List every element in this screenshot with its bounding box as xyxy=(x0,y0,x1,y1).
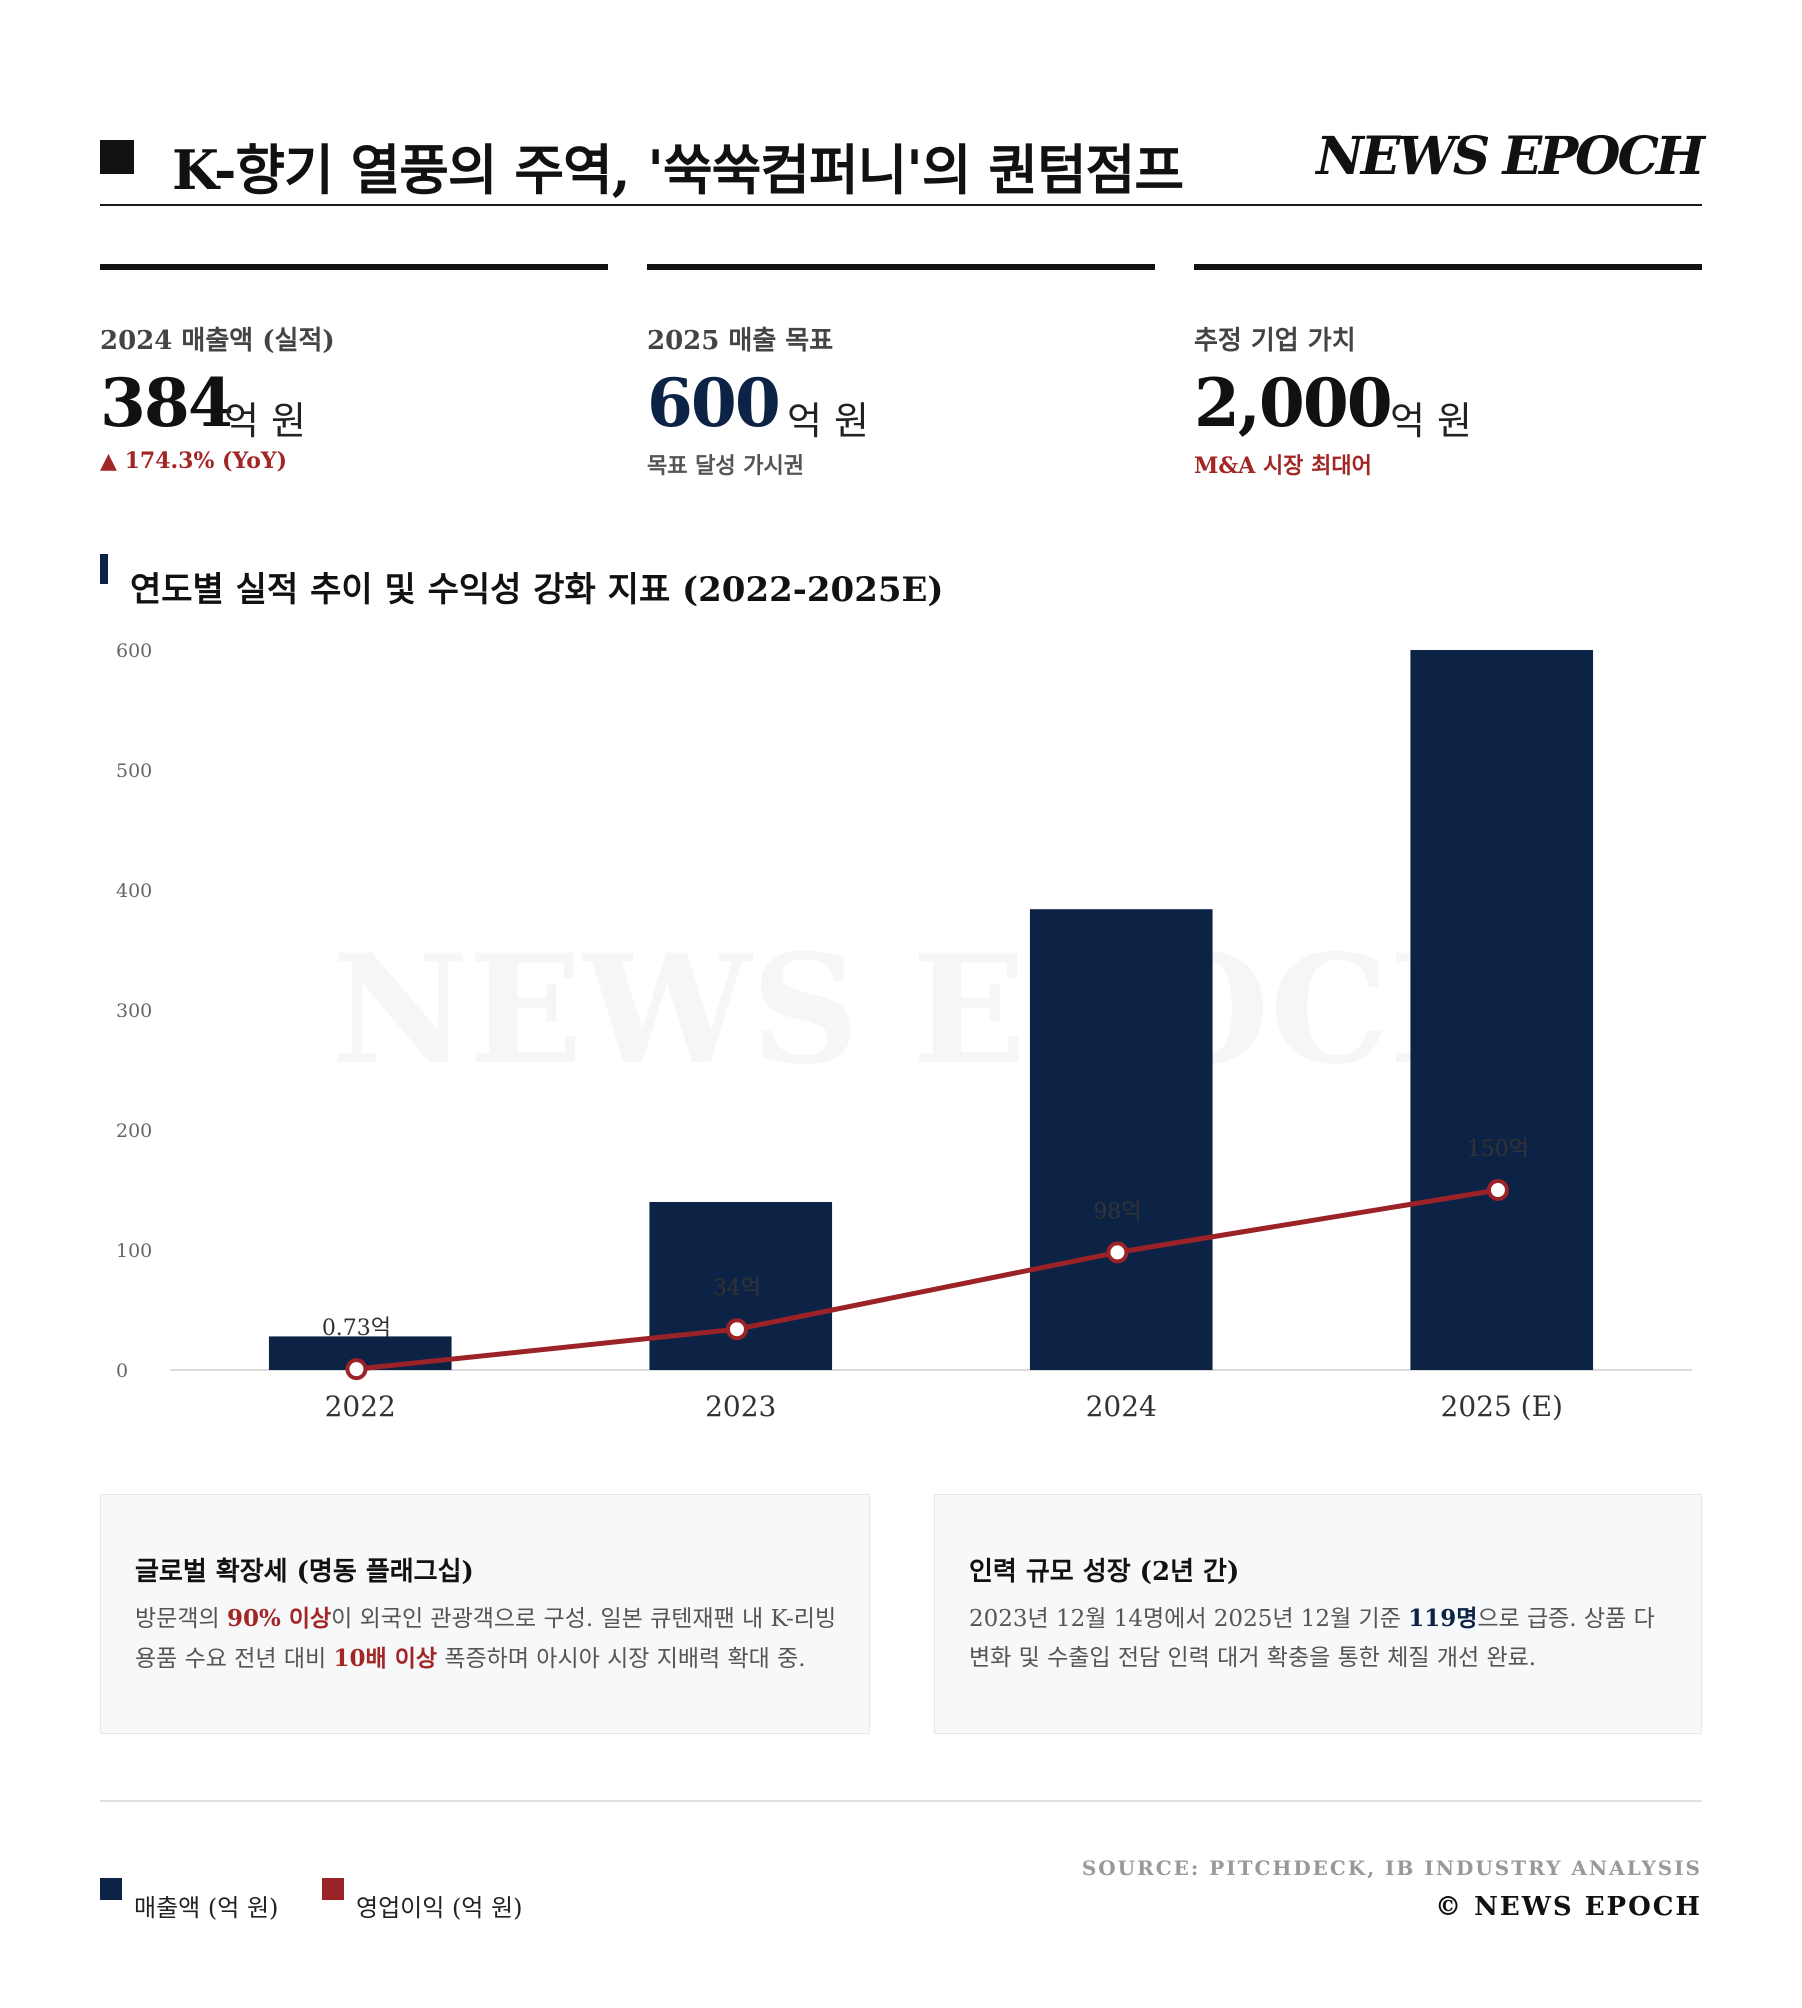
kpi-note: 목표 달성 가시권 xyxy=(647,453,804,479)
footer-divider xyxy=(100,1800,1702,1802)
y-tick-label: 300 xyxy=(116,1000,152,1022)
kpi-card-target-2025: 2025 매출 목표 600 억 원 목표 달성 가시권 xyxy=(647,264,1155,490)
info-box-global: 글로벌 확장세 (명동 플래그십) 방문객의 90% 이상이 외국인 관광객으로… xyxy=(100,1494,870,1734)
highlight-text: 90% 이상 xyxy=(226,1605,332,1632)
section-title: 연도별 실적 추이 및 수익성 강화 지표 (2022-2025E) xyxy=(130,570,944,610)
kpi-label: 추정 기업 가치 xyxy=(1194,326,1356,356)
x-tick-label: 2023 xyxy=(705,1390,776,1423)
body-text: 으로 급증. 상품 다변화 및 수출입 전담 인력 대거 확충을 통한 체질 개… xyxy=(969,1606,1655,1671)
y-tick-label: 200 xyxy=(116,1120,152,1142)
watermark-text: NEWS EPOCH xyxy=(331,922,1530,1098)
body-text: 폭증하며 아시아 시장 지배력 확대 중. xyxy=(437,1646,806,1672)
legend-label: 영업이익 (억 원) xyxy=(356,1894,523,1922)
x-tick-label: 2025 (E) xyxy=(1441,1390,1563,1423)
body-text: 2023년 12월 14명에서 2025년 12월 기준 xyxy=(969,1606,1409,1632)
combo-chart: NEWS EPOCH 0 100 200 300 400 500 600 2022 2023 202… xyxy=(116,640,1692,1423)
highlight-text: 10배 이상 xyxy=(333,1645,438,1672)
copyright-note: © NEWS EPOCH xyxy=(1435,1892,1702,1922)
brand-logo: NEWS EPOCH xyxy=(1316,126,1705,187)
body-text: 이 외국인 관광객으로 구성. 일본 큐텐재팬 내 K-리빙용품 수요 전년 대… xyxy=(135,1606,837,1672)
kpi-card-valuation: 추정 기업 가치 2,000 억 원 M&A 시장 최대어 xyxy=(1194,264,1702,490)
info-box-body: 2023년 12월 14명에서 2025년 12월 기준 119명으로 급증. … xyxy=(969,1599,1671,1678)
kpi-card-revenue-2024: 2024 매출액 (실적) 384 억 원 ▲ 174.3% (YoY) xyxy=(100,264,608,490)
page-title: K-향기 열풍의 주역, '쑥쑥컴퍼니'의 퀀텀점프 xyxy=(172,138,1184,202)
header: K-향기 열풍의 주역, '쑥쑥컴퍼니'의 퀀텀점프 NEWS EPOCH xyxy=(100,122,1705,206)
kpi-unit: 억 원 xyxy=(1390,399,1472,443)
y-tick-label: 500 xyxy=(116,760,152,782)
square-bullet-icon xyxy=(100,140,134,174)
kpi-unit: 억 원 xyxy=(224,399,306,443)
operating-profit-data-label: 0.73억 xyxy=(322,1316,391,1341)
kpi-unit: 억 원 xyxy=(787,399,869,443)
operating-profit-data-label: 34억 xyxy=(713,1276,761,1301)
operating-profit-point xyxy=(345,1358,368,1381)
revenue-bar xyxy=(1410,650,1594,1370)
x-tick-label: 2024 xyxy=(1086,1390,1157,1423)
kpi-value: 600 xyxy=(647,364,781,442)
revenue-bar xyxy=(1029,909,1213,1370)
y-tick-label: 400 xyxy=(116,880,152,902)
source-note: SOURCE: PITCHDECK, IB INDUSTRY ANALYSIS xyxy=(1081,1856,1702,1880)
info-box-title: 인력 규모 성장 (2년 간) xyxy=(969,1557,1240,1587)
revenue-bar xyxy=(649,1202,833,1370)
operating-profit-point xyxy=(725,1318,748,1341)
kpi-value: 384 xyxy=(100,364,234,442)
operating-profit-data-label: 150억 xyxy=(1467,1137,1529,1162)
legend-swatch xyxy=(100,1878,122,1900)
body-text: 방문객의 xyxy=(135,1606,227,1632)
kpi-label: 2025 매출 목표 xyxy=(647,326,834,356)
legend-label: 매출액 (억 원) xyxy=(134,1894,279,1922)
kpi-value: 2,000 xyxy=(1194,364,1393,442)
y-tick-label: 0 xyxy=(116,1360,128,1382)
y-tick-label: 600 xyxy=(116,640,152,662)
y-tick-label: 100 xyxy=(116,1240,152,1262)
operating-profit-data-label: 98억 xyxy=(1093,1199,1141,1224)
operating-profit-line xyxy=(356,1187,1499,1372)
info-box-title: 글로벌 확장세 (명동 플래그십) xyxy=(135,1557,474,1587)
kpi-label: 2024 매출액 (실적) xyxy=(100,326,335,356)
kpi-note: ▲ 174.3% (YoY) xyxy=(100,448,288,474)
highlight-text: 119명 xyxy=(1408,1605,1478,1632)
x-tick-label: 2022 xyxy=(325,1390,396,1423)
operating-profit-point xyxy=(1486,1179,1509,1201)
legend-swatch xyxy=(322,1878,344,1900)
kpi-note: M&A 시장 최대어 xyxy=(1194,453,1372,479)
section-marker xyxy=(100,554,108,584)
info-box-body: 방문객의 90% 이상이 외국인 관광객으로 구성. 일본 큐텐재팬 내 K-리… xyxy=(135,1599,839,1679)
operating-profit-point xyxy=(1106,1241,1129,1264)
info-box-staff: 인력 규모 성장 (2년 간) 2023년 12월 14명에서 2025년 12… xyxy=(934,1494,1702,1734)
infographic: K-향기 열풍의 주역, '쑥쑥컴퍼니'의 퀀텀점프 NEWS EPOCH 20… xyxy=(100,0,1705,2008)
